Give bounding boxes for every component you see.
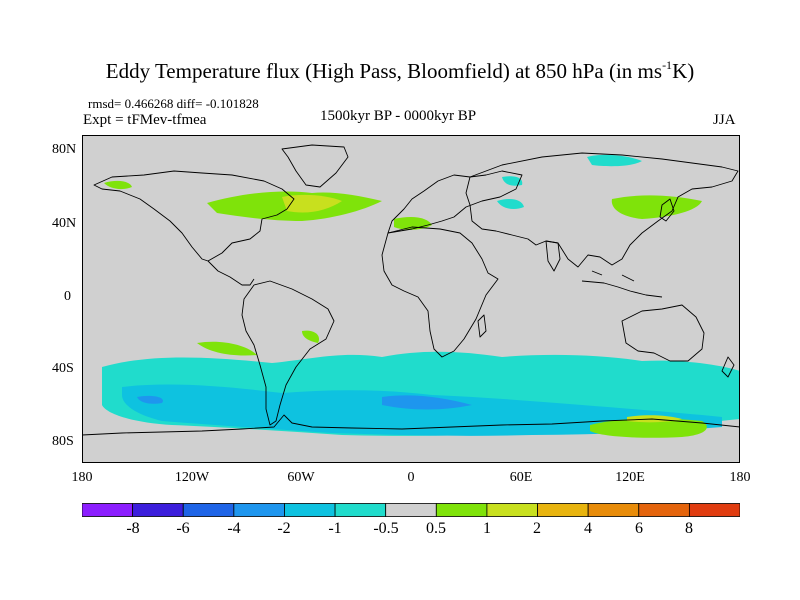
contour-arctic-cyan [497, 154, 642, 209]
experiment-label: Expt = tFMev-tfmea [83, 112, 207, 128]
colorbar-label: 2 [533, 520, 541, 537]
lon-tick-label: 180 [729, 470, 751, 485]
lon-tick-label: 180 [71, 470, 93, 485]
coast-madagascar [477, 314, 487, 338]
lon-tick-label: 120E [615, 470, 645, 485]
world-map [82, 135, 740, 463]
colorbar-cell [82, 503, 134, 517]
colorbar-cell [182, 503, 235, 517]
colorbar-label: -0.5 [373, 520, 399, 537]
flux-contours [102, 154, 740, 438]
colorbar-label: 0.5 [426, 520, 446, 537]
colorbar-label: 1 [483, 520, 491, 537]
colorbar-cell [537, 503, 589, 517]
lat-tick-label: 0 [64, 289, 71, 304]
colorbar-label: -6 [176, 520, 190, 537]
period-label: 1500kyr BP - 0000kyr BP [320, 108, 477, 124]
lon-tick-label: 120W [174, 470, 210, 485]
coast-new-zealand [721, 356, 735, 378]
colorbar-cell [688, 503, 740, 517]
lat-tick-label: 80N [52, 142, 77, 157]
colorbar-cell [486, 503, 538, 517]
colorbar-label: -4 [227, 520, 241, 537]
colorbar-cell [132, 503, 184, 517]
colorbar-label: 8 [685, 520, 693, 537]
colorbar-label: -8 [126, 520, 140, 537]
title-unit-superscript: -1 [662, 58, 673, 72]
contour-antarctic-green [590, 418, 707, 438]
coast-asia [465, 152, 739, 268]
chart-title: Eddy Temperature flux (High Pass, Bloomf… [0, 58, 800, 84]
title-unit-tail: K) [672, 59, 695, 83]
colorbar-label: -2 [277, 520, 291, 537]
coast-greenland [281, 144, 349, 188]
colorbar-cell [334, 503, 387, 517]
colorbar-cell [233, 503, 285, 517]
lat-tick-label: 40S [52, 361, 74, 376]
coast-north-america [93, 170, 295, 262]
coast-india [545, 240, 561, 272]
contour-south-deepblue [137, 395, 472, 410]
coast-central-america [207, 260, 255, 286]
lon-tick-label: 60W [287, 470, 315, 485]
coast-europe [387, 170, 523, 234]
lat-tick-label: 80S [52, 434, 74, 449]
colorbar-cell [284, 503, 336, 517]
stats-label: rmsd= 0.466268 diff= -0.101828 [88, 96, 259, 111]
lon-tick-label: 60E [509, 470, 533, 485]
coastlines [82, 144, 740, 436]
contour-tropical-green [197, 330, 320, 356]
colorbar-cell [385, 503, 437, 517]
colorbar [82, 503, 740, 517]
lon-tick-label: 0 [407, 470, 415, 485]
coast-australia [621, 304, 705, 362]
coast-south-america [241, 280, 335, 426]
contour-natlantic-yellow [282, 194, 342, 213]
lat-tick-label: 40N [52, 216, 77, 231]
coast-japan [659, 198, 675, 222]
colorbar-label: -1 [328, 520, 342, 537]
map-frame [82, 135, 740, 463]
colorbar-cell [638, 503, 690, 517]
colorbar-label: 4 [584, 520, 592, 537]
colorbar-label: 6 [635, 520, 643, 537]
season-label: JJA [713, 112, 736, 128]
coast-indonesia [581, 270, 663, 298]
colorbar-cell [435, 503, 488, 517]
title-text: Eddy Temperature flux (High Pass, Bloomf… [105, 59, 663, 83]
coast-antarctica [82, 414, 740, 436]
coast-africa [381, 226, 499, 358]
colorbar-cell [587, 503, 640, 517]
contour-npacific-green [104, 180, 702, 219]
